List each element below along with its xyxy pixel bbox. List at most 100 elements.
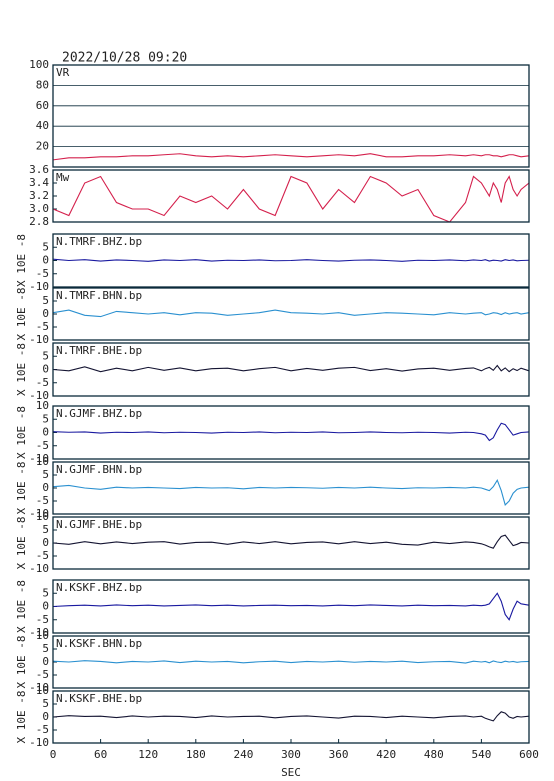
- y-tick-label: -10: [29, 681, 49, 694]
- y-axis-label: X 10E -8: [15, 517, 28, 570]
- y-tick-label: 0: [42, 536, 49, 549]
- y-tick-label: 0: [42, 710, 49, 723]
- trace: [52, 175, 530, 223]
- y-tick-label: 80: [36, 78, 49, 91]
- y-axis-label: X 10E -8: [15, 691, 28, 744]
- panel-frame: [52, 516, 530, 570]
- panel-label: Mw: [56, 171, 70, 184]
- trace: [52, 592, 530, 621]
- y-tick-label: 0: [42, 426, 49, 439]
- panel-frame: [52, 233, 530, 288]
- y-tick-label: -5: [36, 439, 49, 452]
- y-tick-label: 20: [36, 140, 49, 153]
- panel-label: N.KSKF.BHZ.bp: [56, 581, 142, 594]
- y-axis-label: X 10E -8: [15, 636, 28, 689]
- panel-frame: [52, 64, 530, 168]
- y-tick-label: -10: [29, 452, 49, 465]
- trace: [52, 309, 530, 318]
- panel-label: VR: [56, 66, 70, 79]
- x-tick-label: 0: [50, 748, 57, 761]
- y-tick-label: 5: [42, 586, 49, 599]
- y-tick-label: 0: [42, 363, 49, 376]
- x-tick-label: 480: [424, 748, 444, 761]
- y-axis-label: X 10E -8: [15, 343, 28, 396]
- y-tick-label: 10: [36, 399, 49, 412]
- y-tick-label: -10: [29, 280, 49, 293]
- y-tick-label: 3.0: [29, 202, 49, 215]
- x-tick-label: 240: [233, 748, 253, 761]
- x-tick-label: 180: [186, 748, 206, 761]
- y-tick-label: -10: [29, 562, 49, 575]
- y-axis-label: X 10E -8: [15, 462, 28, 515]
- panel-label: N.KSKF.BHN.bp: [56, 637, 142, 650]
- x-tick-label: 120: [138, 748, 158, 761]
- y-tick-label: 0: [42, 655, 49, 668]
- y-axis-label: X 10E -8: [15, 288, 28, 341]
- y-tick-label: 0: [42, 307, 49, 320]
- panel-frame: [52, 461, 530, 515]
- x-tick-label: 600: [519, 748, 539, 761]
- trace: [52, 422, 530, 442]
- trace: [52, 534, 530, 549]
- y-tick-label: -5: [36, 494, 49, 507]
- x-tick-label: 540: [471, 748, 491, 761]
- y-axis-label: X 10E -8: [15, 580, 28, 633]
- y-tick-label: -5: [36, 267, 49, 280]
- y-tick-label: 5: [42, 468, 49, 481]
- panel-label: N.GJMF.BHE.bp: [56, 518, 142, 531]
- y-tick-label: 0: [42, 254, 49, 267]
- panel-label: N.GJMF.BHZ.bp: [56, 407, 142, 420]
- chart-title: 2022/10/28 09:20: [62, 51, 187, 66]
- y-tick-label: 5: [42, 523, 49, 536]
- y-tick-label: -10: [29, 507, 49, 520]
- y-tick-label: 100: [29, 58, 49, 71]
- trace: [52, 364, 530, 373]
- panel-label: N.TMRF.BHN.bp: [56, 289, 142, 302]
- y-tick-label: 3.6: [29, 163, 49, 176]
- y-axis-label: X 10E -8: [15, 406, 28, 459]
- panel-frame: [52, 635, 530, 689]
- y-tick-label: 5: [42, 642, 49, 655]
- y-tick-label: -5: [36, 613, 49, 626]
- y-tick-label: 0: [42, 481, 49, 494]
- y-tick-label: 5: [42, 697, 49, 710]
- y-tick-label: 40: [36, 119, 49, 132]
- y-tick-label: -5: [36, 723, 49, 736]
- y-tick-label: -10: [29, 389, 49, 402]
- x-tick-label: 420: [376, 748, 396, 761]
- panel-label: N.KSKF.BHE.bp: [56, 692, 142, 705]
- y-tick-label: 10: [36, 629, 49, 642]
- y-tick-label: 5: [42, 412, 49, 425]
- y-tick-label: -5: [36, 376, 49, 389]
- trace: [52, 153, 530, 161]
- panel-frame: [52, 169, 530, 223]
- y-tick-label: 0: [42, 600, 49, 613]
- y-tick-label: -10: [29, 333, 49, 346]
- y-tick-label: 2.8: [29, 215, 49, 228]
- y-tick-label: 3.2: [29, 189, 49, 202]
- y-tick-label: 10: [36, 684, 49, 697]
- y-tick-label: 10: [36, 510, 49, 523]
- y-axis-label: X 10E -8: [15, 234, 28, 287]
- x-tick-label: 60: [94, 748, 107, 761]
- panel-frame: [52, 342, 530, 397]
- panel-frame: [52, 405, 530, 460]
- trace: [52, 258, 530, 262]
- y-tick-label: 10: [36, 455, 49, 468]
- trace: [52, 660, 530, 664]
- y-tick-label: -10: [29, 736, 49, 749]
- panel-frame: [52, 287, 530, 341]
- x-tick-label: 360: [329, 748, 349, 761]
- y-tick-label: -5: [36, 668, 49, 681]
- y-tick-label: 5: [42, 240, 49, 253]
- y-tick-label: 60: [36, 99, 49, 112]
- trace: [52, 711, 530, 722]
- y-tick-label: 5: [42, 294, 49, 307]
- panel-label: N.TMRF.BHE.bp: [56, 344, 142, 357]
- y-tick-label: -10: [29, 626, 49, 639]
- y-tick-label: -5: [36, 320, 49, 333]
- y-tick-label: -5: [36, 549, 49, 562]
- panel-label: N.GJMF.BHN.bp: [56, 463, 142, 476]
- x-tick-label: 300: [281, 748, 301, 761]
